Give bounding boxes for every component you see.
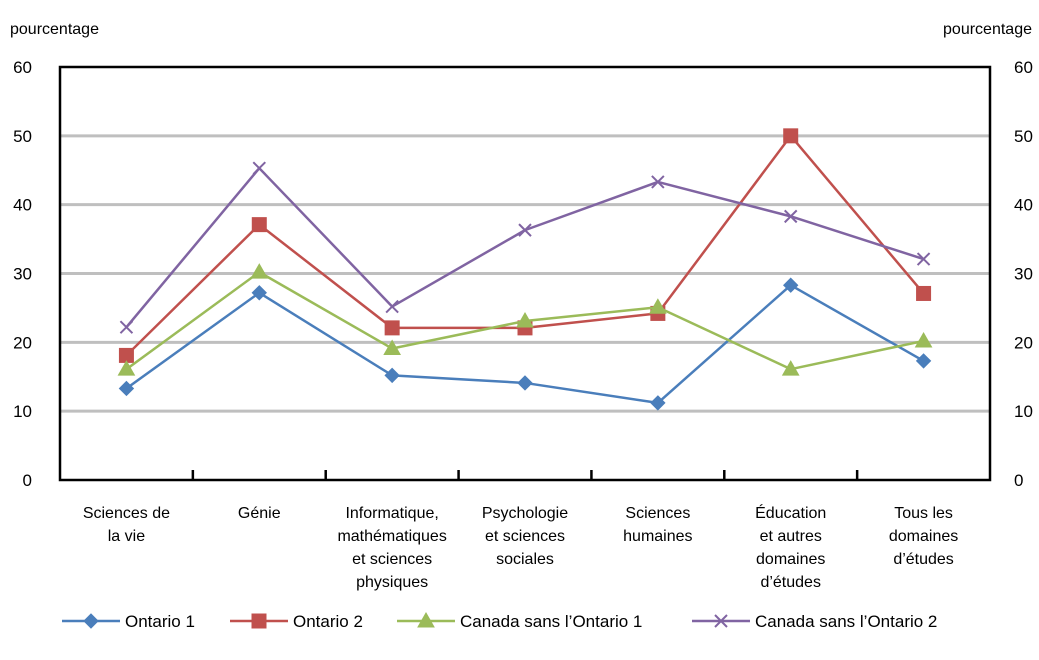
y-tick-label-left: 40 [13,196,32,215]
category-label: Éducation et autres domaines d’études [755,503,826,591]
data-point [651,175,665,189]
category-label-line: d’études [893,551,954,568]
y-tick-label-right: 0 [1014,471,1023,490]
data-point [384,320,400,336]
category-label-line: Sciences [625,505,690,522]
y-tick-label-left: 10 [13,402,32,421]
category-label-line: Informatique, [345,505,438,522]
data-point [385,299,399,314]
category-label: Psychologie et sciences sociales [482,505,568,568]
data-point [517,375,533,391]
legend-label: Ontario 1 [125,612,195,631]
data-point [384,367,400,384]
data-point [650,395,666,411]
data-point [251,217,267,233]
category-label-line: Sciences de [83,505,170,522]
legend-item: Canada sans l’Ontario 2 [692,612,937,631]
left-axis-unit-label: pourcentage [10,21,99,38]
data-point [914,331,933,348]
data-point [783,128,799,144]
category-label-line: Génie [238,505,281,522]
y-tick-label-left: 20 [13,333,32,352]
category-label-line: sociales [496,551,554,568]
y-tick-label-left: 30 [13,265,32,284]
category-label-line: et sciences [352,551,432,568]
data-point [916,285,932,301]
legend-label: Canada sans l’Ontario 2 [755,612,937,631]
data-point [251,285,267,301]
legend-item: Canada sans l’Ontario 1 [397,611,642,631]
data-point [383,339,402,356]
category-label-line: Éducation [755,503,826,522]
data-point [783,277,799,293]
category-label-line: et autres [760,528,822,545]
data-point [648,298,667,314]
legend-item: Ontario 1 [62,612,195,631]
right-axis-unit-label: pourcentage [943,21,1032,38]
data-point [916,252,931,266]
category-label-line: Psychologie [482,505,568,522]
legend-item: Ontario 2 [230,612,363,631]
y-tick-label-right: 20 [1014,333,1033,352]
legend: Ontario 1 Ontario 2 Canada sans l’Ontario … [62,611,937,631]
y-tick-label-right: 50 [1014,127,1033,146]
y-tick-label-right: 30 [1014,265,1033,284]
category-label: Génie [238,505,281,522]
data-point [119,320,134,334]
category-label-line: Tous les [894,505,953,522]
legend-marker [83,613,99,629]
category-label-line: la vie [108,528,145,545]
category-label-line: mathématiques [337,528,446,545]
y-tick-label-left: 60 [13,58,32,77]
category-label: Sciences de la vie [83,505,170,545]
category-label-line: d’études [760,574,821,591]
right-y-axis-tick-labels: 0 10 20 30 40 50 60 [1014,58,1033,490]
data-point [118,380,135,397]
series-4 [119,161,931,334]
gridlines [60,134,990,413]
y-tick-label-left: 0 [23,471,32,490]
left-y-axis-tick-labels: 0 10 20 30 40 50 60 [13,58,32,490]
data-point [117,360,136,376]
series-lines [117,128,933,411]
category-label-line: humaines [623,528,692,545]
y-tick-label-right: 10 [1014,402,1033,421]
category-label-line: physiques [356,574,428,591]
data-point [784,209,798,224]
series-3 [117,263,933,376]
x-axis-category-labels: Sciences de la vie Génie Informatique, mathé… [83,503,958,591]
category-label: Sciences humaines [623,505,692,545]
category-label: Informatique, mathématiques et sciences phy… [337,505,446,591]
data-point [252,161,266,175]
y-tick-label-left: 50 [13,127,32,146]
legend-marker [251,613,267,629]
y-tick-label-right: 60 [1014,58,1033,77]
x-axis-ticks [191,470,859,480]
data-point [915,353,932,369]
data-point [250,263,269,279]
plot-area-frame [58,65,992,482]
y-tick-label-right: 40 [1014,196,1033,215]
legend-label: Canada sans l’Ontario 1 [460,612,642,631]
category-label-line: et sciences [485,528,565,545]
legend-label: Ontario 2 [293,612,363,631]
series-1 [118,277,932,411]
category-label-line: domaines [756,551,825,568]
data-point [781,360,800,376]
legend-marker [417,611,435,628]
category-label-line: domaines [889,528,958,545]
category-label: Tous les domaines d’études [889,505,958,568]
data-point [516,311,534,328]
data-point [518,223,532,237]
legend-marker [714,614,728,628]
